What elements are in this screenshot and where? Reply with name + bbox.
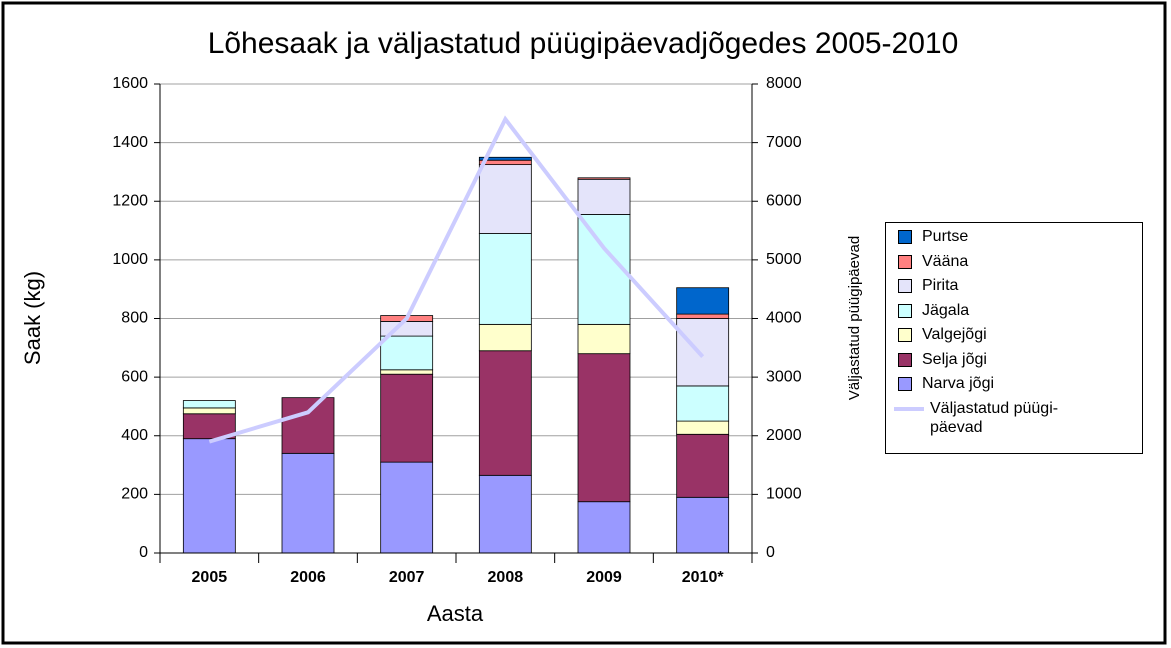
x-tick-label: 2010*	[682, 569, 725, 586]
y-tick-label: 800	[121, 310, 148, 327]
bar-segment	[281, 452, 335, 554]
bar-segment	[676, 420, 730, 435]
legend-swatch	[898, 230, 912, 244]
legend-swatch	[898, 303, 912, 318]
legend-swatch	[898, 279, 912, 293]
legend-item: Vääna	[894, 252, 1134, 277]
legend-label: Purtse	[922, 228, 969, 245]
y-tick-label: 400	[121, 427, 148, 444]
bar-segment	[577, 178, 631, 215]
bar-segment	[182, 438, 236, 554]
y-tick-label: 1600	[112, 75, 148, 92]
legend-label: Valgejõgi	[922, 326, 987, 343]
y2-tick-label: 7000	[766, 134, 802, 151]
bar-segment	[478, 350, 532, 476]
y-tick-label: 200	[121, 486, 148, 503]
bar-segment	[380, 335, 434, 371]
x-axis-label: Aasta	[427, 601, 484, 626]
bar-segment	[182, 400, 236, 409]
bar-segment	[676, 385, 730, 422]
line	[208, 115, 705, 444]
bar-segment	[577, 177, 631, 180]
legend-label: Selja jõgi	[922, 350, 987, 368]
legend-item: Selja jõgi	[894, 350, 1134, 375]
bar-segment	[577, 501, 631, 554]
legend-swatch	[894, 406, 924, 411]
legend-swatch	[898, 377, 912, 391]
bar-segment	[676, 318, 730, 387]
y2-tick-label: 2000	[766, 427, 802, 444]
y-axis-label: Saak (kg)	[20, 271, 45, 365]
legend-swatch	[898, 254, 912, 269]
bar-segment	[478, 164, 532, 234]
legend-item: Valgejõgi	[894, 325, 1134, 350]
x-tick-label: 2008	[488, 569, 524, 586]
bar-segment	[380, 373, 434, 463]
legend-swatch	[898, 352, 912, 367]
legend-swatch	[898, 328, 912, 342]
legend-item: Narva jõgi	[894, 374, 1134, 399]
bar-segment	[676, 313, 730, 319]
bar-segment	[577, 323, 631, 355]
chart-title: Lõhesaak ja väljastatud püügipäevadjõged…	[208, 27, 959, 60]
bar-segment	[380, 369, 434, 375]
bar-segment	[478, 474, 532, 554]
y2-axis-label: Väljastatud püügipäevad	[846, 236, 863, 400]
legend-label: Jägala	[922, 301, 970, 319]
legend-item: Väljastatud püügi-päevad	[894, 399, 1134, 436]
bar-segment	[478, 323, 532, 352]
y2-tick-label: 6000	[766, 192, 802, 209]
y2-tick-label: 8000	[766, 75, 802, 92]
legend-label: Vääna	[922, 252, 969, 270]
bar-segment	[281, 397, 335, 454]
y-tick-label: 1200	[112, 192, 148, 209]
y2-tick-label: 1000	[766, 486, 802, 503]
bar-segment	[676, 433, 730, 498]
y-tick-label: 600	[121, 368, 148, 385]
y-tick-label: 1400	[112, 134, 148, 151]
legend-item: Jägala	[894, 301, 1134, 326]
x-tick-label: 2006	[290, 569, 326, 586]
legend-label: Väljastatud püügi-päevad	[930, 399, 1059, 436]
bar-segment	[478, 156, 532, 161]
legend: Purtse Vääna Pirita Jägala Valgejõgi Selja jõ…	[885, 222, 1143, 454]
bar-segment	[676, 496, 730, 554]
bar-segment	[380, 461, 434, 554]
legend-item: Purtse	[894, 227, 1134, 252]
bar-segment	[182, 407, 236, 415]
bar-segment	[478, 233, 532, 325]
legend-label: Narva jõgi	[922, 375, 995, 392]
legend-item: Pirita	[894, 276, 1134, 301]
y-tick-label: 1000	[112, 251, 148, 268]
x-tick-label: 2007	[389, 569, 425, 586]
y2-tick-label: 5000	[766, 251, 802, 268]
y2-tick-label: 0	[766, 544, 775, 561]
bar-segment	[676, 287, 730, 315]
y-tick-label: 0	[139, 544, 148, 561]
x-tick-label: 2009	[586, 569, 622, 586]
y2-tick-label: 4000	[766, 310, 802, 327]
y2-tick-label: 3000	[766, 368, 802, 385]
bar-segment	[577, 353, 631, 503]
legend-label: Pirita	[922, 277, 959, 294]
bar-segment	[478, 159, 532, 166]
x-tick-label: 2005	[192, 569, 228, 586]
